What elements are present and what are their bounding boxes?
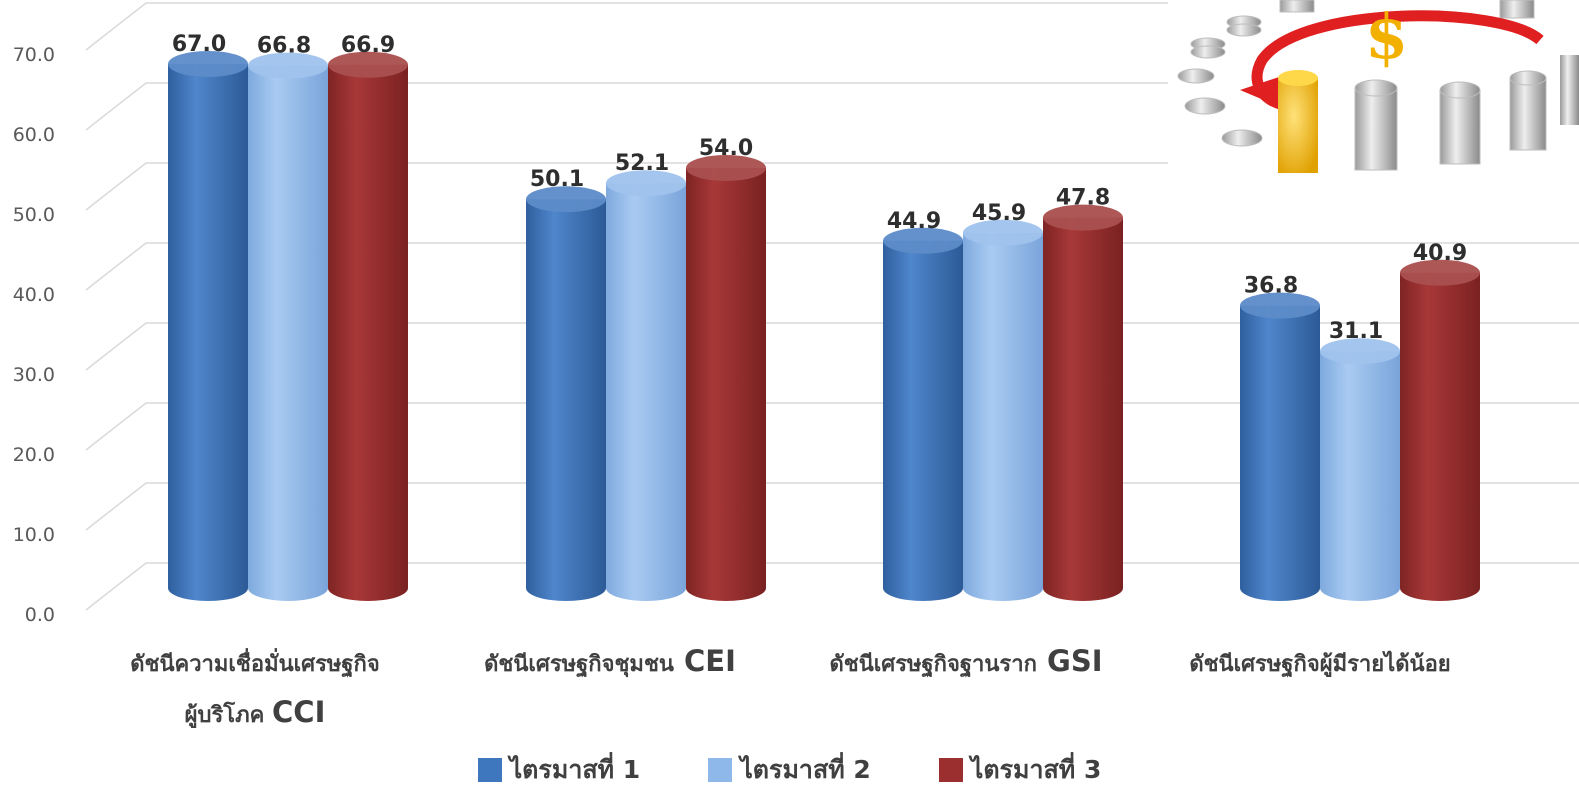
gridline-diag	[85, 322, 147, 371]
legend-swatch	[477, 758, 502, 782]
bar	[168, 51, 248, 601]
bar-top-highlight	[168, 51, 248, 77]
y-tick-label: 10.0	[13, 524, 55, 546]
bar-body	[526, 199, 606, 601]
bar-body	[168, 64, 248, 601]
bar-top-highlight	[1043, 204, 1123, 231]
bar-body	[248, 65, 328, 601]
bar	[248, 52, 328, 601]
bar-top-highlight	[248, 52, 328, 79]
y-tick-label: 30.0	[13, 364, 55, 386]
data-label: 45.9	[972, 201, 1026, 226]
bar-top-highlight	[686, 155, 766, 181]
bar-top-highlight	[963, 219, 1043, 246]
bar	[1043, 204, 1123, 601]
bar-top	[328, 51, 408, 78]
bar-top	[606, 170, 686, 197]
bar	[686, 155, 766, 601]
bar-top-highlight	[1240, 292, 1320, 319]
bar-top	[1043, 204, 1123, 231]
bar-top	[963, 219, 1043, 246]
data-label: 66.8	[257, 34, 311, 59]
data-label: 36.8	[1244, 274, 1298, 299]
gridline-diag	[85, 2, 147, 51]
bar-top	[168, 51, 248, 77]
y-tick-label: 0.0	[25, 604, 55, 626]
bar-body	[1320, 351, 1400, 601]
data-label: 66.9	[341, 33, 395, 58]
legend-item: ไตรมาสที่ 2	[708, 750, 871, 790]
bar	[328, 51, 408, 602]
category-label: ดัชนีเศรษฐกิจชุมชน CEI	[484, 644, 736, 678]
gridline-diag	[85, 162, 147, 211]
data-label: 67.0	[172, 32, 226, 57]
category-label: ดัชนีเศรษฐกิจฐานราก GSI	[829, 644, 1102, 678]
bar	[1400, 259, 1480, 601]
bar-top	[883, 227, 963, 254]
legend-swatch	[708, 758, 733, 782]
category-label: ดัชนีเศรษฐกิจผู้มีรายได้น้อย	[1189, 650, 1450, 678]
legend-swatch	[938, 758, 963, 782]
bar-body	[328, 64, 408, 602]
category-labels: ดัชนีความเชื่อมั่นเศรษฐกิจผู้บริโภค CCI ด…	[130, 644, 1450, 729]
bar-top	[1320, 338, 1400, 365]
coins-dollar-illustration: $	[1168, 0, 1579, 180]
data-label: 44.9	[887, 209, 941, 234]
bar	[606, 170, 686, 601]
bar-top	[526, 186, 606, 213]
legend-label: ไตรมาสที่ 3	[970, 755, 1102, 784]
bar-body	[1043, 217, 1123, 601]
y-tick-label: 50.0	[13, 204, 55, 226]
svg-text:$: $	[1365, 0, 1408, 73]
y-axis-ticks: 0.0 10.0 20.0 30.0 40.0 50.0 60.0 70.0	[13, 44, 55, 626]
bar-top	[1400, 259, 1480, 286]
gridline-diag	[85, 82, 147, 131]
bar-top-highlight	[526, 186, 606, 213]
legend-item: ไตรมาสที่ 3	[938, 750, 1102, 790]
gridline-diag	[85, 562, 147, 611]
y-tick-label: 20.0	[13, 444, 55, 466]
legend-label: ไตรมาสที่ 2	[740, 755, 871, 784]
gridline-diag	[85, 482, 147, 531]
bar-body	[1240, 305, 1320, 601]
bar-top-highlight	[883, 227, 963, 254]
data-label: 40.9	[1413, 241, 1467, 266]
gridline-diag	[85, 242, 147, 291]
bar	[1240, 292, 1320, 601]
y-tick-label: 70.0	[13, 44, 55, 66]
bar-body	[686, 168, 766, 601]
y-tick-label: 60.0	[13, 124, 55, 146]
y-tick-label: 40.0	[13, 284, 55, 306]
bar-top	[686, 155, 766, 181]
bar-top-highlight	[1320, 338, 1400, 365]
bar	[526, 186, 606, 601]
bar	[1320, 338, 1400, 601]
bar-top	[248, 52, 328, 79]
category-label: ดัชนีความเชื่อมั่นเศรษฐกิจ	[130, 647, 380, 678]
bar-top	[1240, 292, 1320, 319]
bar-body	[883, 240, 963, 602]
category-label: ผู้บริโภค CCI	[185, 695, 326, 729]
legend-item: ไตรมาสที่ 1	[477, 750, 641, 790]
bar-top-highlight	[328, 51, 408, 78]
gridline-diag	[85, 402, 147, 451]
data-label: 47.8	[1056, 186, 1110, 211]
data-label: 52.1	[615, 151, 669, 176]
data-label: 31.1	[1329, 319, 1383, 344]
legend-label: ไตรมาสที่ 1	[509, 755, 641, 784]
bar-body	[606, 183, 686, 601]
bar-body	[1400, 272, 1480, 601]
bar	[963, 219, 1043, 602]
bar-top-highlight	[1400, 259, 1480, 286]
bars	[168, 51, 1480, 602]
data-label: 54.0	[699, 136, 753, 161]
legend: ไตรมาสที่ 1 ไตรมาสที่ 2 ไตรมาสที่ 3	[0, 750, 1579, 790]
bar	[883, 227, 963, 602]
bar-top-highlight	[606, 170, 686, 197]
data-labels: 67.0 50.1 44.9 36.8 66.8 52.1 45.9 31.1 66.9 54.0…	[172, 32, 1467, 344]
bar-body	[963, 232, 1043, 602]
data-label: 50.1	[530, 167, 584, 192]
